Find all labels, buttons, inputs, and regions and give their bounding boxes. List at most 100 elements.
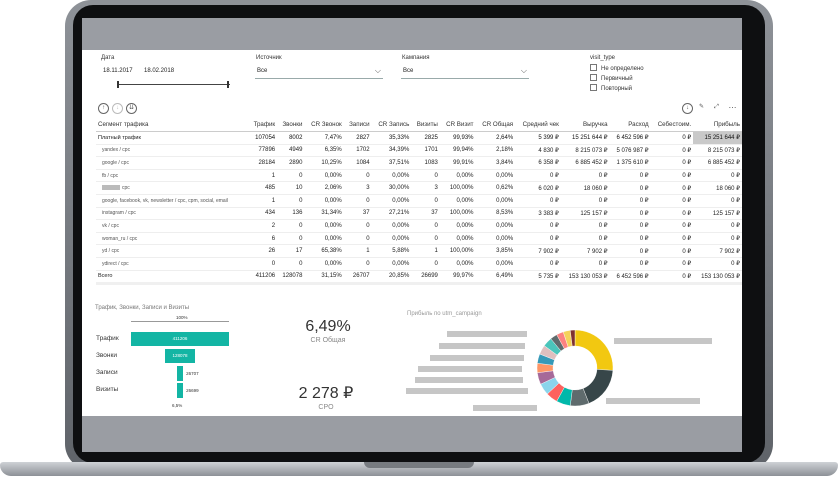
table-row[interactable]: vk / cpc 2 0 0,00% 0 0,00% 0 0,00% 0,00% 0 ₽0 ₽0 … — [96, 219, 742, 233]
redacted-label — [447, 331, 527, 337]
table-cell: 6,49% — [475, 269, 516, 283]
column-header[interactable]: Выручка — [560, 117, 610, 132]
table-cell: 2827 — [343, 131, 372, 145]
donut-slice[interactable] — [574, 329, 614, 371]
column-header[interactable]: Расход — [609, 117, 651, 132]
table-row[interactable]: google, facebook, vk, newsletter / cpc, … — [96, 194, 742, 208]
table-row[interactable]: yandex / cpc 77896 4949 6,35% 1702 34,39% 1701… — [96, 144, 742, 158]
column-header[interactable]: CR Запись — [371, 117, 412, 132]
column-header[interactable]: CR Общая — [475, 117, 516, 132]
segment-label: Всего — [98, 273, 113, 280]
drill-mode-icon[interactable]: ↓ — [682, 103, 693, 114]
table-cell: 1702 — [343, 144, 372, 158]
table-cell: 1 — [343, 244, 372, 258]
funnel-bar[interactable] — [176, 383, 184, 398]
funnel-bar[interactable]: 128078 — [164, 349, 196, 363]
table-cell: 0,00% — [475, 257, 516, 271]
date-range-slider[interactable] — [118, 84, 230, 85]
kpi-value: 2 278 ₽ — [298, 385, 354, 402]
donut-slice[interactable] — [570, 329, 576, 347]
funnel-stage-label: Звонки — [96, 352, 117, 359]
drill-up-icon[interactable]: ↑ — [98, 103, 109, 114]
funnel-stage-label: Визиты — [96, 386, 119, 393]
funnel-bar[interactable] — [176, 366, 184, 381]
table-row[interactable]: fb / cpc 1 0 0,00% 0 0,00% 0 0,00% 0,00% 0 ₽0 ₽0 … — [96, 169, 742, 183]
table-cell: 485 — [248, 181, 278, 195]
table-cell: 6 452 596 ₽ — [609, 269, 651, 283]
table-cell: 7 902 ₽ — [515, 244, 561, 258]
column-header[interactable]: CR Визит — [439, 117, 476, 132]
table-cell: 0 ₽ — [650, 257, 694, 271]
column-header[interactable]: Прибыль — [693, 117, 742, 132]
table-row[interactable]: cpc 485 10 2,06% 3 30,00% 3 100,00% 0,62% 6 020 ₽… — [96, 181, 742, 195]
table-cell: 6 — [248, 232, 278, 246]
date-slider-handle-end[interactable] — [227, 81, 229, 88]
funnel-stage-label: Трафик — [96, 335, 119, 342]
table-row[interactable]: woman_ru / cpc 6 0 0,00% 0 0,00% 0 0,00% 0,00% 0 … — [96, 232, 742, 246]
table-cell: 0 — [277, 232, 305, 246]
table-cell: 1 — [248, 169, 278, 183]
table-total-row[interactable]: Всего 411206 128078 31,15% 26707 20,85% 26699 9… — [96, 269, 742, 283]
table-cell: 2,06% — [304, 181, 344, 195]
table-cell: 0 ₽ — [650, 269, 694, 283]
table-row[interactable]: ydirect / cpc 0 0 0,00% 0 0,00% 0 0,00% 0,00% 0 ₽… — [96, 257, 742, 271]
table-cell: 0 — [343, 169, 372, 183]
pin-icon[interactable]: ✎ — [698, 104, 705, 110]
visit-type-option[interactable]: Первичный — [590, 74, 633, 82]
column-header[interactable]: CR Звонок — [304, 117, 344, 132]
table-cell: 0,00% — [304, 257, 344, 271]
table-cell: 2825 — [411, 131, 440, 145]
table-cell: 37 — [411, 207, 440, 221]
date-to-input[interactable]: 18.02.2018 — [144, 68, 175, 74]
segment-label: vk / cpc — [102, 222, 119, 229]
table-cell: 0,62% — [475, 181, 516, 195]
table-cell: 0 ₽ — [650, 131, 694, 145]
visit-type-option[interactable]: Не определено — [590, 64, 644, 72]
table-cell: 0 ₽ — [515, 257, 561, 271]
table-cell: 1701 — [411, 144, 440, 158]
table-cell: 26 — [248, 244, 278, 258]
source-dropdown[interactable]: Все ⌵ — [255, 66, 383, 79]
drill-down-icon[interactable]: ↓ — [112, 103, 123, 114]
table-cell: 2,64% — [475, 131, 516, 145]
column-header[interactable]: Сегмент трафика — [96, 117, 249, 132]
table-cell: 3 — [343, 181, 372, 195]
funnel-bar[interactable]: 411206 — [131, 332, 229, 346]
table-cell: 100,00% — [439, 244, 476, 258]
table-cell: 0,00% — [304, 169, 344, 183]
table-cell: 3,84% — [475, 156, 516, 170]
table-row[interactable]: instagram / cpc 434 136 31,34% 37 27,21% 37 100… — [96, 207, 742, 221]
cr-total-card: 6,49% CR Общая — [283, 318, 373, 344]
column-header[interactable]: Средний чек — [515, 117, 561, 132]
date-slider-handle-start[interactable] — [117, 81, 119, 88]
table-cell: 0 — [343, 232, 372, 246]
kpi-caption: CR Общая — [310, 337, 346, 344]
screen-top-bar — [82, 18, 742, 50]
table-row[interactable]: Платный трафик 107054 8002 7,47% 2827 35,33% 2… — [96, 131, 742, 145]
column-header[interactable]: Себестоим. — [650, 117, 694, 132]
table-cell: 0,00% — [475, 169, 516, 183]
table-cell: 0,00% — [475, 232, 516, 246]
table-cell: 0,00% — [439, 194, 476, 208]
table-cell: 20,85% — [371, 269, 412, 283]
table-cell: 18 060 ₽ — [560, 181, 610, 195]
expand-level-icon[interactable]: ⇊ — [126, 103, 137, 114]
funnel-value-label: 26699 — [186, 388, 199, 393]
focus-mode-icon[interactable]: ⤢ — [714, 104, 719, 110]
column-header[interactable]: Записи — [343, 117, 372, 132]
table-row[interactable]: yd / cpc 26 17 65,38% 1 5,88% 1 100,00% 3,85% 7 9… — [96, 244, 742, 258]
visit-type-option[interactable]: Повторный — [590, 84, 632, 92]
column-header[interactable]: Трафик — [248, 117, 278, 132]
redacted-text — [102, 185, 120, 191]
date-from-input[interactable]: 18.11.2017 — [103, 68, 133, 74]
more-options-icon[interactable]: ⋯ — [728, 103, 737, 112]
donut-chart-title: Прибыль по utm_campaign — [407, 311, 482, 317]
table-cell: 0 — [343, 219, 372, 233]
column-header[interactable]: Звонки — [277, 117, 305, 132]
column-header[interactable]: Визиты — [411, 117, 440, 132]
table-row[interactable]: google / cpc 28184 2890 10,25% 1084 37,51% 108… — [96, 156, 742, 170]
table-cell: 26707 — [343, 269, 372, 283]
table-horizontal-scrollbar[interactable] — [96, 282, 742, 285]
campaign-dropdown[interactable]: Все ⌵ — [401, 66, 529, 79]
profit-donut-chart — [536, 329, 614, 407]
